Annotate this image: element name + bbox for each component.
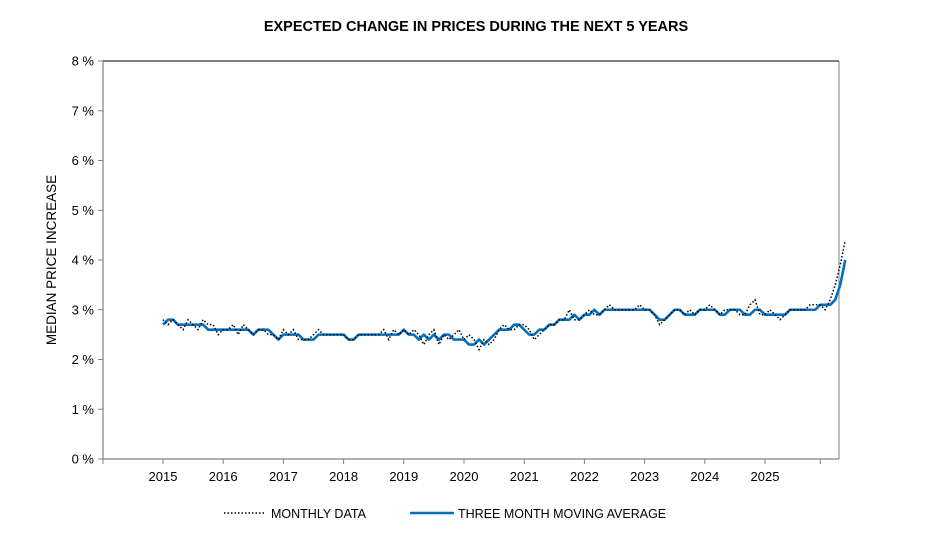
y-tick-label: 0 %	[72, 452, 95, 467]
legend: MONTHLY DATA THREE MONTH MOVING AVERAGE	[224, 507, 666, 521]
x-tick-label: 2018	[329, 469, 358, 484]
x-tick-label: 2017	[269, 469, 298, 484]
y-tick-label: 2 %	[72, 352, 95, 367]
x-axis-ticks: 2015 2016 2017 2018 2019 2020 2021 2022 2023 2024…	[102, 459, 821, 484]
x-tick-label: 2016	[209, 469, 238, 484]
y-tick-label: 6 %	[72, 153, 95, 168]
x-tick-label: 2015	[149, 469, 178, 484]
y-tick-label: 7 %	[72, 103, 95, 118]
x-tick-label: 2019	[389, 469, 418, 484]
y-tick-label: 4 %	[72, 253, 95, 268]
y-axis-title: MEDIAN PRICE INCREASE	[44, 175, 59, 345]
x-tick-label: 2023	[630, 469, 659, 484]
series-layer	[162, 239, 847, 352]
x-tick-label: 2024	[690, 469, 719, 484]
x-tick-label: 2022	[570, 469, 599, 484]
x-tick-label: 2025	[751, 469, 780, 484]
chart-title: EXPECTED CHANGE IN PRICES DURING THE NEX…	[264, 19, 689, 35]
legend-label-monthly-data: MONTHLY DATA	[271, 507, 367, 521]
y-axis-ticks: 0 % 1 % 2 % 3 % 4 % 5 % 6 % 7 % 8 %	[72, 54, 103, 467]
legend-label-three-month-moving-average: THREE MONTH MOVING AVERAGE	[458, 507, 666, 521]
y-tick-label: 8 %	[72, 54, 95, 69]
y-tick-label: 1 %	[72, 402, 95, 417]
series-line-monthly-data	[162, 239, 847, 352]
y-tick-label: 5 %	[72, 203, 95, 218]
y-tick-label: 3 %	[72, 302, 95, 317]
plot-area	[103, 61, 839, 459]
x-tick-label: 2020	[450, 469, 479, 484]
x-tick-label: 2021	[510, 469, 539, 484]
